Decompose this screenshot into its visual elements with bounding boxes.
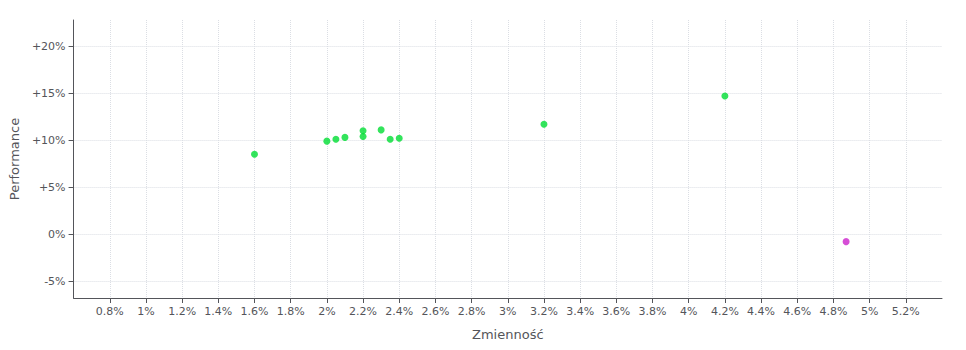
svg-text:3.8%: 3.8% [639, 305, 667, 318]
svg-text:4%: 4% [680, 305, 697, 318]
svg-text:1.8%: 1.8% [277, 305, 305, 318]
svg-text:3.2%: 3.2% [530, 305, 558, 318]
svg-text:5%: 5% [861, 305, 878, 318]
svg-text:4.6%: 4.6% [783, 305, 811, 318]
svg-text:+15%: +15% [32, 87, 66, 100]
svg-text:0%: 0% [48, 228, 65, 241]
svg-text:Zmienność: Zmienność [472, 327, 544, 342]
svg-text:3.6%: 3.6% [602, 305, 630, 318]
svg-text:3%: 3% [499, 305, 516, 318]
svg-text:2.4%: 2.4% [385, 305, 413, 318]
svg-text:2.8%: 2.8% [458, 305, 486, 318]
svg-text:+20%: +20% [32, 40, 66, 53]
svg-text:1%: 1% [137, 305, 154, 318]
svg-text:3.4%: 3.4% [566, 305, 594, 318]
svg-text:4.8%: 4.8% [819, 305, 847, 318]
svg-text:2.6%: 2.6% [421, 305, 449, 318]
svg-text:-5%: -5% [44, 275, 65, 288]
svg-text:1.2%: 1.2% [168, 305, 196, 318]
svg-text:5.2%: 5.2% [892, 305, 920, 318]
svg-text:2%: 2% [318, 305, 335, 318]
svg-text:1.4%: 1.4% [204, 305, 232, 318]
svg-text:+10%: +10% [32, 134, 66, 147]
svg-text:4.2%: 4.2% [711, 305, 739, 318]
svg-text:2.2%: 2.2% [349, 305, 377, 318]
svg-text:0.8%: 0.8% [96, 305, 124, 318]
svg-text:1.6%: 1.6% [241, 305, 269, 318]
svg-text:Performance: Performance [7, 118, 22, 200]
svg-text:+5%: +5% [39, 181, 66, 194]
svg-text:4.4%: 4.4% [747, 305, 775, 318]
